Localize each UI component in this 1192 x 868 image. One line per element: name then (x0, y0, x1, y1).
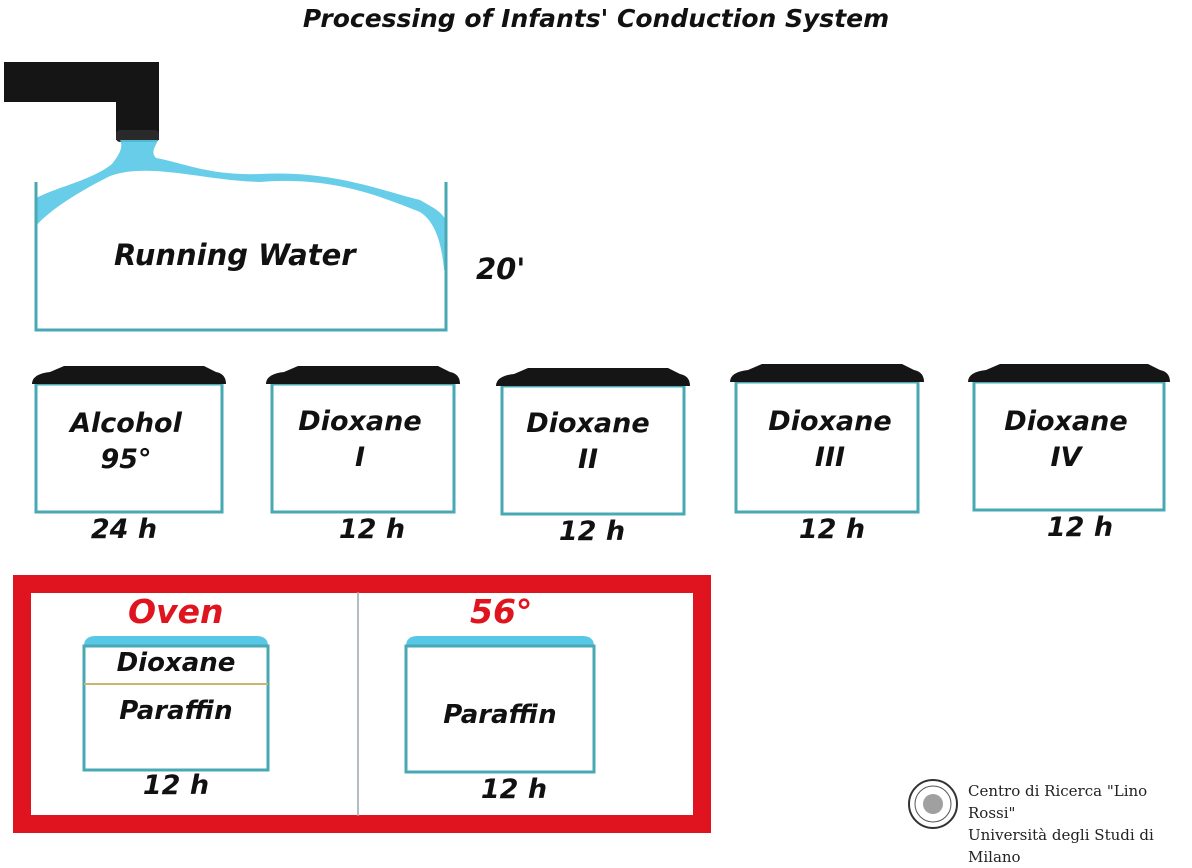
container-1-line2: 95° (100, 444, 152, 475)
container-3-label: Dioxane II (498, 406, 678, 478)
container-4-label: Dioxane III (740, 404, 920, 476)
university-seal-icon (908, 779, 958, 829)
container-2-label: Dioxane I (270, 404, 450, 476)
diagram-drawing (4, 62, 1170, 833)
container-2-duration: 12 h (338, 514, 406, 545)
running-water-duration: 20' (476, 252, 526, 286)
container-1-line1: Alcohol (70, 408, 182, 439)
oven-frame (13, 575, 711, 833)
institution-credit: Centro di Ricerca "Lino Rossi" Universit… (968, 780, 1192, 868)
container-4-duration: 12 h (798, 514, 866, 545)
water-pipe (4, 62, 159, 142)
oven-temperature: 56° (470, 592, 533, 631)
container-3-line1: Dioxane (526, 408, 650, 439)
institution-line1: Centro di Ricerca "Lino Rossi" (968, 782, 1148, 822)
oven-left-duration: 12 h (142, 770, 210, 801)
institution-line2: Università degli Studi di Milano (968, 826, 1154, 866)
container-4 (730, 364, 924, 514)
container-5-line2: IV (1050, 442, 1082, 473)
diagram-title: Processing of Infants' Conduction System (302, 4, 890, 33)
oven-left-bottom-label: Paraffin (119, 696, 233, 726)
container-1-duration: 24 h (90, 514, 158, 545)
container-3-duration: 12 h (558, 516, 626, 547)
oven-left-container (82, 636, 270, 772)
container-5-line1: Dioxane (1004, 406, 1128, 437)
container-2-line1: Dioxane (298, 406, 422, 437)
container-1-label: Alcohol 95° (36, 406, 216, 478)
container-5-label: Dioxane IV (976, 404, 1156, 476)
container-2-line2: I (354, 442, 366, 473)
container-1 (32, 366, 226, 514)
oven-right-duration: 12 h (480, 774, 548, 805)
container-2 (266, 366, 460, 514)
container-3-line2: II (577, 444, 599, 475)
container-5-duration: 12 h (1046, 512, 1114, 543)
oven-label: Oven (128, 592, 224, 631)
container-4-line1: Dioxane (768, 406, 892, 437)
container-4-line2: III (814, 442, 846, 473)
oven-right-container (404, 636, 596, 774)
container-3 (496, 368, 690, 516)
oven-left-top-label: Dioxane (116, 648, 236, 678)
container-5 (968, 364, 1170, 512)
oven-right-label: Paraffin (443, 700, 557, 730)
running-water-label: Running Water (114, 238, 356, 272)
running-water-tank (34, 140, 448, 332)
